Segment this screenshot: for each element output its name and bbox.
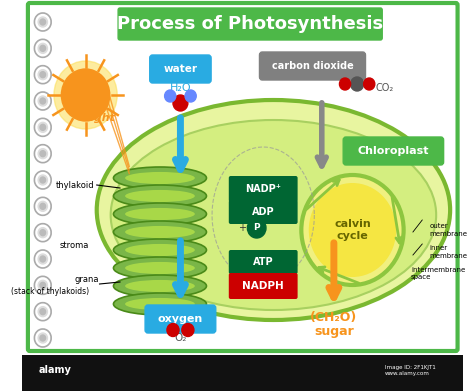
Text: light: light	[87, 113, 116, 123]
Text: ADP: ADP	[252, 207, 274, 217]
Text: carbon dioxide: carbon dioxide	[272, 61, 353, 71]
Circle shape	[40, 19, 46, 25]
Circle shape	[40, 308, 46, 315]
Text: stroma: stroma	[60, 240, 89, 249]
Text: Image ID: 2F1KJT1: Image ID: 2F1KJT1	[385, 364, 436, 369]
Circle shape	[38, 307, 47, 317]
Circle shape	[40, 124, 46, 130]
Circle shape	[351, 77, 364, 91]
Circle shape	[38, 201, 47, 211]
Circle shape	[40, 151, 46, 157]
Text: H₂O: H₂O	[170, 83, 191, 93]
Ellipse shape	[113, 257, 207, 279]
Text: outer
membrane: outer membrane	[429, 224, 468, 237]
Text: Process of Photosynthesis: Process of Photosynthesis	[117, 15, 383, 33]
Ellipse shape	[113, 239, 207, 261]
Ellipse shape	[97, 100, 450, 320]
Ellipse shape	[113, 167, 207, 189]
FancyBboxPatch shape	[343, 137, 444, 165]
Circle shape	[38, 254, 47, 264]
Text: +: +	[238, 223, 246, 233]
Ellipse shape	[125, 208, 195, 220]
Text: NADPH: NADPH	[242, 281, 284, 291]
Circle shape	[40, 45, 46, 51]
Circle shape	[38, 43, 47, 53]
FancyBboxPatch shape	[229, 176, 298, 202]
FancyBboxPatch shape	[229, 273, 298, 299]
Circle shape	[38, 96, 47, 106]
Text: P: P	[254, 224, 260, 233]
Ellipse shape	[125, 172, 195, 184]
Circle shape	[38, 122, 47, 132]
Text: O₂: O₂	[174, 333, 187, 343]
Circle shape	[309, 183, 396, 277]
Ellipse shape	[110, 120, 436, 310]
Polygon shape	[22, 355, 463, 391]
Ellipse shape	[125, 262, 195, 274]
Circle shape	[247, 218, 266, 238]
Text: www.alamy.com: www.alamy.com	[385, 371, 430, 377]
Circle shape	[38, 70, 47, 80]
FancyBboxPatch shape	[229, 200, 298, 224]
Text: thylakoid: thylakoid	[56, 181, 95, 190]
Ellipse shape	[125, 280, 195, 292]
Circle shape	[364, 78, 375, 90]
Circle shape	[40, 230, 46, 236]
FancyBboxPatch shape	[229, 250, 298, 274]
Circle shape	[339, 78, 351, 90]
Circle shape	[164, 90, 176, 102]
Text: CO₂: CO₂	[376, 83, 394, 93]
Ellipse shape	[125, 226, 195, 238]
Circle shape	[185, 90, 196, 102]
Ellipse shape	[113, 275, 207, 297]
Ellipse shape	[113, 221, 207, 243]
Ellipse shape	[113, 203, 207, 225]
Circle shape	[40, 256, 46, 262]
Circle shape	[38, 149, 47, 159]
Circle shape	[173, 95, 188, 111]
Ellipse shape	[125, 190, 195, 202]
Circle shape	[62, 69, 110, 121]
Ellipse shape	[113, 293, 207, 315]
Circle shape	[38, 280, 47, 291]
Text: intermembrane
space: intermembrane space	[411, 267, 465, 280]
Ellipse shape	[125, 298, 195, 310]
Text: water: water	[164, 64, 198, 74]
FancyBboxPatch shape	[145, 305, 216, 333]
Circle shape	[38, 333, 47, 343]
Circle shape	[40, 177, 46, 183]
Circle shape	[167, 323, 179, 337]
Circle shape	[40, 282, 46, 288]
Text: (stack of thylakoids): (stack of thylakoids)	[11, 287, 89, 296]
Circle shape	[40, 98, 46, 104]
Circle shape	[40, 72, 46, 78]
Circle shape	[38, 228, 47, 238]
Text: ATP: ATP	[253, 257, 273, 267]
Text: Chloroplast: Chloroplast	[358, 146, 429, 156]
Ellipse shape	[125, 244, 195, 256]
Text: oxygen: oxygen	[158, 314, 203, 324]
Text: inner
membrane: inner membrane	[429, 246, 468, 258]
Text: (CH₂O): (CH₂O)	[310, 312, 357, 325]
Circle shape	[38, 17, 47, 27]
Text: NADP⁺: NADP⁺	[245, 184, 281, 194]
Text: alamy: alamy	[39, 365, 72, 375]
Circle shape	[38, 175, 47, 185]
Circle shape	[182, 323, 194, 337]
Text: grana: grana	[74, 276, 99, 285]
Circle shape	[40, 203, 46, 209]
Circle shape	[54, 61, 117, 129]
Text: sugar: sugar	[314, 325, 354, 339]
Text: calvin
cycle: calvin cycle	[334, 219, 371, 241]
FancyBboxPatch shape	[150, 55, 211, 83]
Circle shape	[40, 335, 46, 341]
Circle shape	[301, 175, 404, 285]
FancyBboxPatch shape	[259, 52, 365, 80]
FancyBboxPatch shape	[28, 3, 457, 351]
FancyBboxPatch shape	[118, 8, 382, 40]
Ellipse shape	[113, 185, 207, 207]
